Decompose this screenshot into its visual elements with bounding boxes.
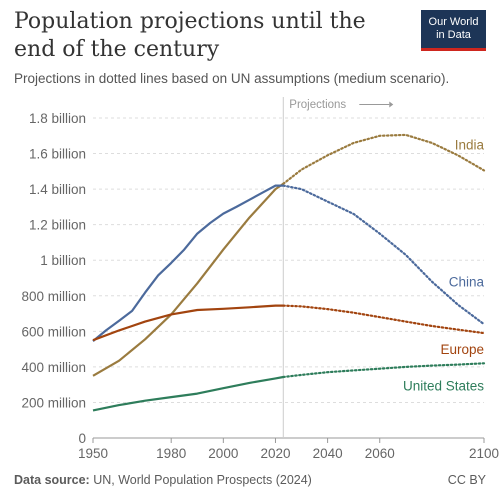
series-historical-united-states[interactable] [92,375,284,412]
data-source: Data source: UN, World Population Prospe… [14,473,312,487]
chart-title: Population projections until the end of … [14,9,366,62]
y-tick-label-1-2-billion: 1.2 billion [29,218,86,233]
series-projected-europe[interactable] [282,304,486,335]
series-historical-india[interactable] [92,182,284,377]
y-tick-label-600-million: 600 million [21,324,86,339]
x-axis: 1950 1980 2000 2020 2040 2060 2100 [78,437,499,461]
series-historical-europe[interactable] [92,304,284,342]
y-tick-label-1-billion: 1 billion [40,253,86,268]
chart-subtitle: Projections in dotted lines based on UN … [14,71,450,86]
gridlines [93,117,484,403]
series-projected-india[interactable] [282,133,486,185]
logo-line-1: Our World [428,16,479,28]
y-tick-label-1-6-billion: 1.6 billion [29,147,86,162]
data-source-label: Data source: [14,473,90,487]
y-tick-label-1-4-billion: 1.4 billion [29,182,86,197]
x-tick-label-2000: 2000 [208,446,238,461]
projection-label: Projections [289,99,346,111]
x-tick-label-2020: 2020 [260,446,290,461]
x-tick-label-2100: 2100 [469,446,499,461]
x-tick-label-2060: 2060 [365,446,395,461]
y-tick-label-800-million: 800 million [21,289,86,304]
series-label-europe[interactable]: Europe [440,342,484,357]
y-tick-label-0: 0 [78,431,86,446]
projection-marker: Projections [282,97,394,438]
y-tick-label-1-8-billion: 1.8 billion [29,111,86,126]
x-tick-label-1950: 1950 [78,446,108,461]
series-projected-united-states[interactable] [282,362,486,379]
y-tick-label-400-million: 400 million [21,360,86,375]
series-label-united-states[interactable]: United States [403,379,484,394]
x-tick-label-2040: 2040 [313,446,343,461]
y-axis-ticks: 0 200 million 400 million 600 million 800 mi… [21,111,86,446]
license-link[interactable]: CC BY [447,473,486,487]
series-labels: India China Europe United States [403,138,485,394]
series-lines [92,133,486,412]
logo-line-2: in Data [436,29,471,41]
data-source-text[interactable]: UN, World Population Prospects (2024) [93,473,312,487]
series-projected-china[interactable] [282,184,486,326]
series-label-india[interactable]: India [455,138,485,153]
series-historical-china[interactable] [92,184,284,342]
series-label-china[interactable]: China [449,275,485,290]
owid-logo[interactable]: Our World in Data [421,10,486,51]
x-tick-label-1980: 1980 [156,446,186,461]
projection-arrowhead [389,101,394,108]
y-tick-label-200-million: 200 million [21,395,86,410]
